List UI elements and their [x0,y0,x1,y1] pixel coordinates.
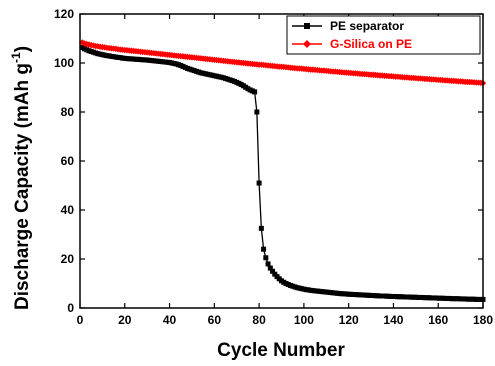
x-tick-label: 100 [294,313,314,327]
data-point [261,246,267,252]
plot-series [79,39,487,302]
series-line [81,46,483,301]
data-point [270,268,276,274]
series-g-silica-on-pe [79,39,487,87]
x-tick-label: 40 [163,313,177,327]
x-tick-label: 140 [383,313,403,327]
y-axis-title-main: Discharge Capacity (mAh g [12,63,33,310]
y-axis-title-sup: -1 [9,52,23,63]
x-tick-label: 180 [473,313,493,327]
legend-label-pe: PE separator [330,19,404,33]
y-axis-title: Discharge Capacity (mAh g-1) [9,46,33,310]
y-tick-label: 40 [61,203,75,217]
data-point [258,225,264,231]
y-tick-label: 20 [61,252,75,266]
legend-marker-gsilica [303,40,311,48]
svg-text:Discharge Capacity (mAh g-1): Discharge Capacity (mAh g-1) [9,46,33,310]
y-axis-title-close: ) [12,46,33,52]
series-pe-separator [79,45,486,302]
plot-frame [79,13,484,309]
data-point [265,261,271,267]
y-axis: 0 20 40 60 80 100 120 [54,7,483,315]
y-tick-label: 60 [61,154,75,168]
data-point [256,180,262,186]
legend-box [286,15,481,55]
data-point [79,39,86,46]
y-tick-label: 80 [61,105,75,119]
y-tick-label: 0 [67,301,74,315]
x-tick-label: 160 [428,313,448,327]
y-tick-label: 120 [54,7,74,21]
x-tick-label: 80 [252,313,266,327]
legend-marker-pe [304,23,310,29]
x-axis: 0 20 40 60 80 100 120 140 160 180 [77,14,493,327]
x-tick-label: 20 [118,313,132,327]
data-point [263,255,269,261]
data-point [252,89,258,95]
y-tick-label: 100 [54,56,74,70]
x-tick-label: 60 [208,313,222,327]
data-point [267,265,273,271]
x-axis-title: Cycle Number [217,340,345,361]
data-point [254,109,260,115]
legend-label-gsilica: G-Silica on PE [330,37,412,51]
x-tick-label: 0 [77,313,84,327]
x-tick-label: 120 [339,313,359,327]
legend: PE separator G-Silica on PE [286,15,481,55]
